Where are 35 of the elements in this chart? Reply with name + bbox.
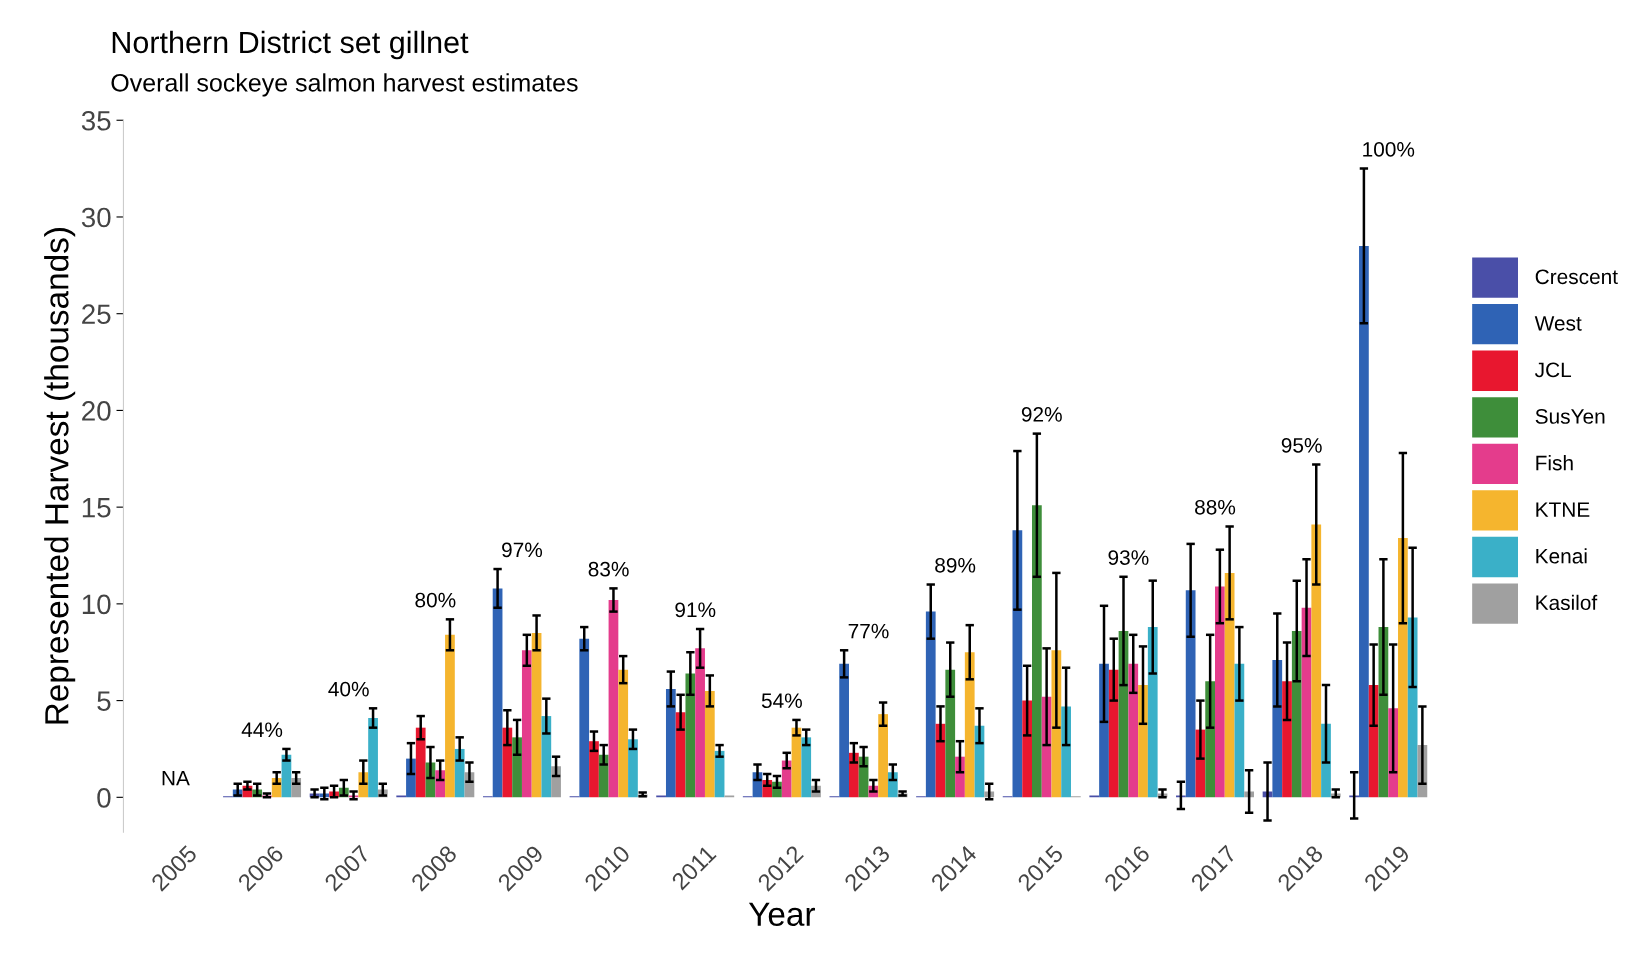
annotation: 77% <box>848 623 889 639</box>
legend-label: Fish <box>1536 455 1573 471</box>
annotation: 40% <box>328 681 369 697</box>
chart-title: Northern District set gillnet <box>112 30 469 60</box>
y-axis-title: Represented Harvest (thousands) <box>44 228 76 724</box>
y-tick-label: 0 <box>97 787 111 808</box>
legend-label: Kasilof <box>1536 594 1598 611</box>
annotation: 89% <box>935 557 976 573</box>
annotation: 80% <box>415 592 456 608</box>
x-axis-title: Year <box>748 902 815 926</box>
annotation: 54% <box>761 693 802 709</box>
annotation: 88% <box>1195 499 1236 515</box>
annotation: 92% <box>1021 407 1062 422</box>
annotation: 95% <box>1281 437 1322 453</box>
legend-label: Crescent <box>1535 269 1618 285</box>
y-tick-label: 20 <box>82 401 111 421</box>
legend-label: Kenai <box>1536 548 1587 564</box>
y-tick-label: 35 <box>81 110 111 131</box>
y-tick-label: 10 <box>82 594 111 615</box>
y-tick-label: 30 <box>81 207 111 228</box>
annotation: 97% <box>502 542 543 558</box>
legend-label: SusYen <box>1535 409 1605 424</box>
annotation: 93% <box>1108 550 1149 565</box>
annotation: 100% <box>1363 142 1415 157</box>
y-tick-label: 25 <box>82 304 111 325</box>
chart-subtitle: Overall sockeye salmon harvest estimates <box>111 73 578 97</box>
legend-label: JCL <box>1534 362 1572 378</box>
legend-label: West <box>1534 316 1582 331</box>
annotation: 44% <box>241 722 283 738</box>
legend-label: KTNE <box>1536 502 1590 517</box>
annotation: 91% <box>675 602 716 618</box>
y-tick-label: 15 <box>82 498 111 518</box>
y-tick-label: 5 <box>97 691 111 711</box>
annotation: NA <box>162 770 190 786</box>
annotation: 83% <box>588 561 629 577</box>
